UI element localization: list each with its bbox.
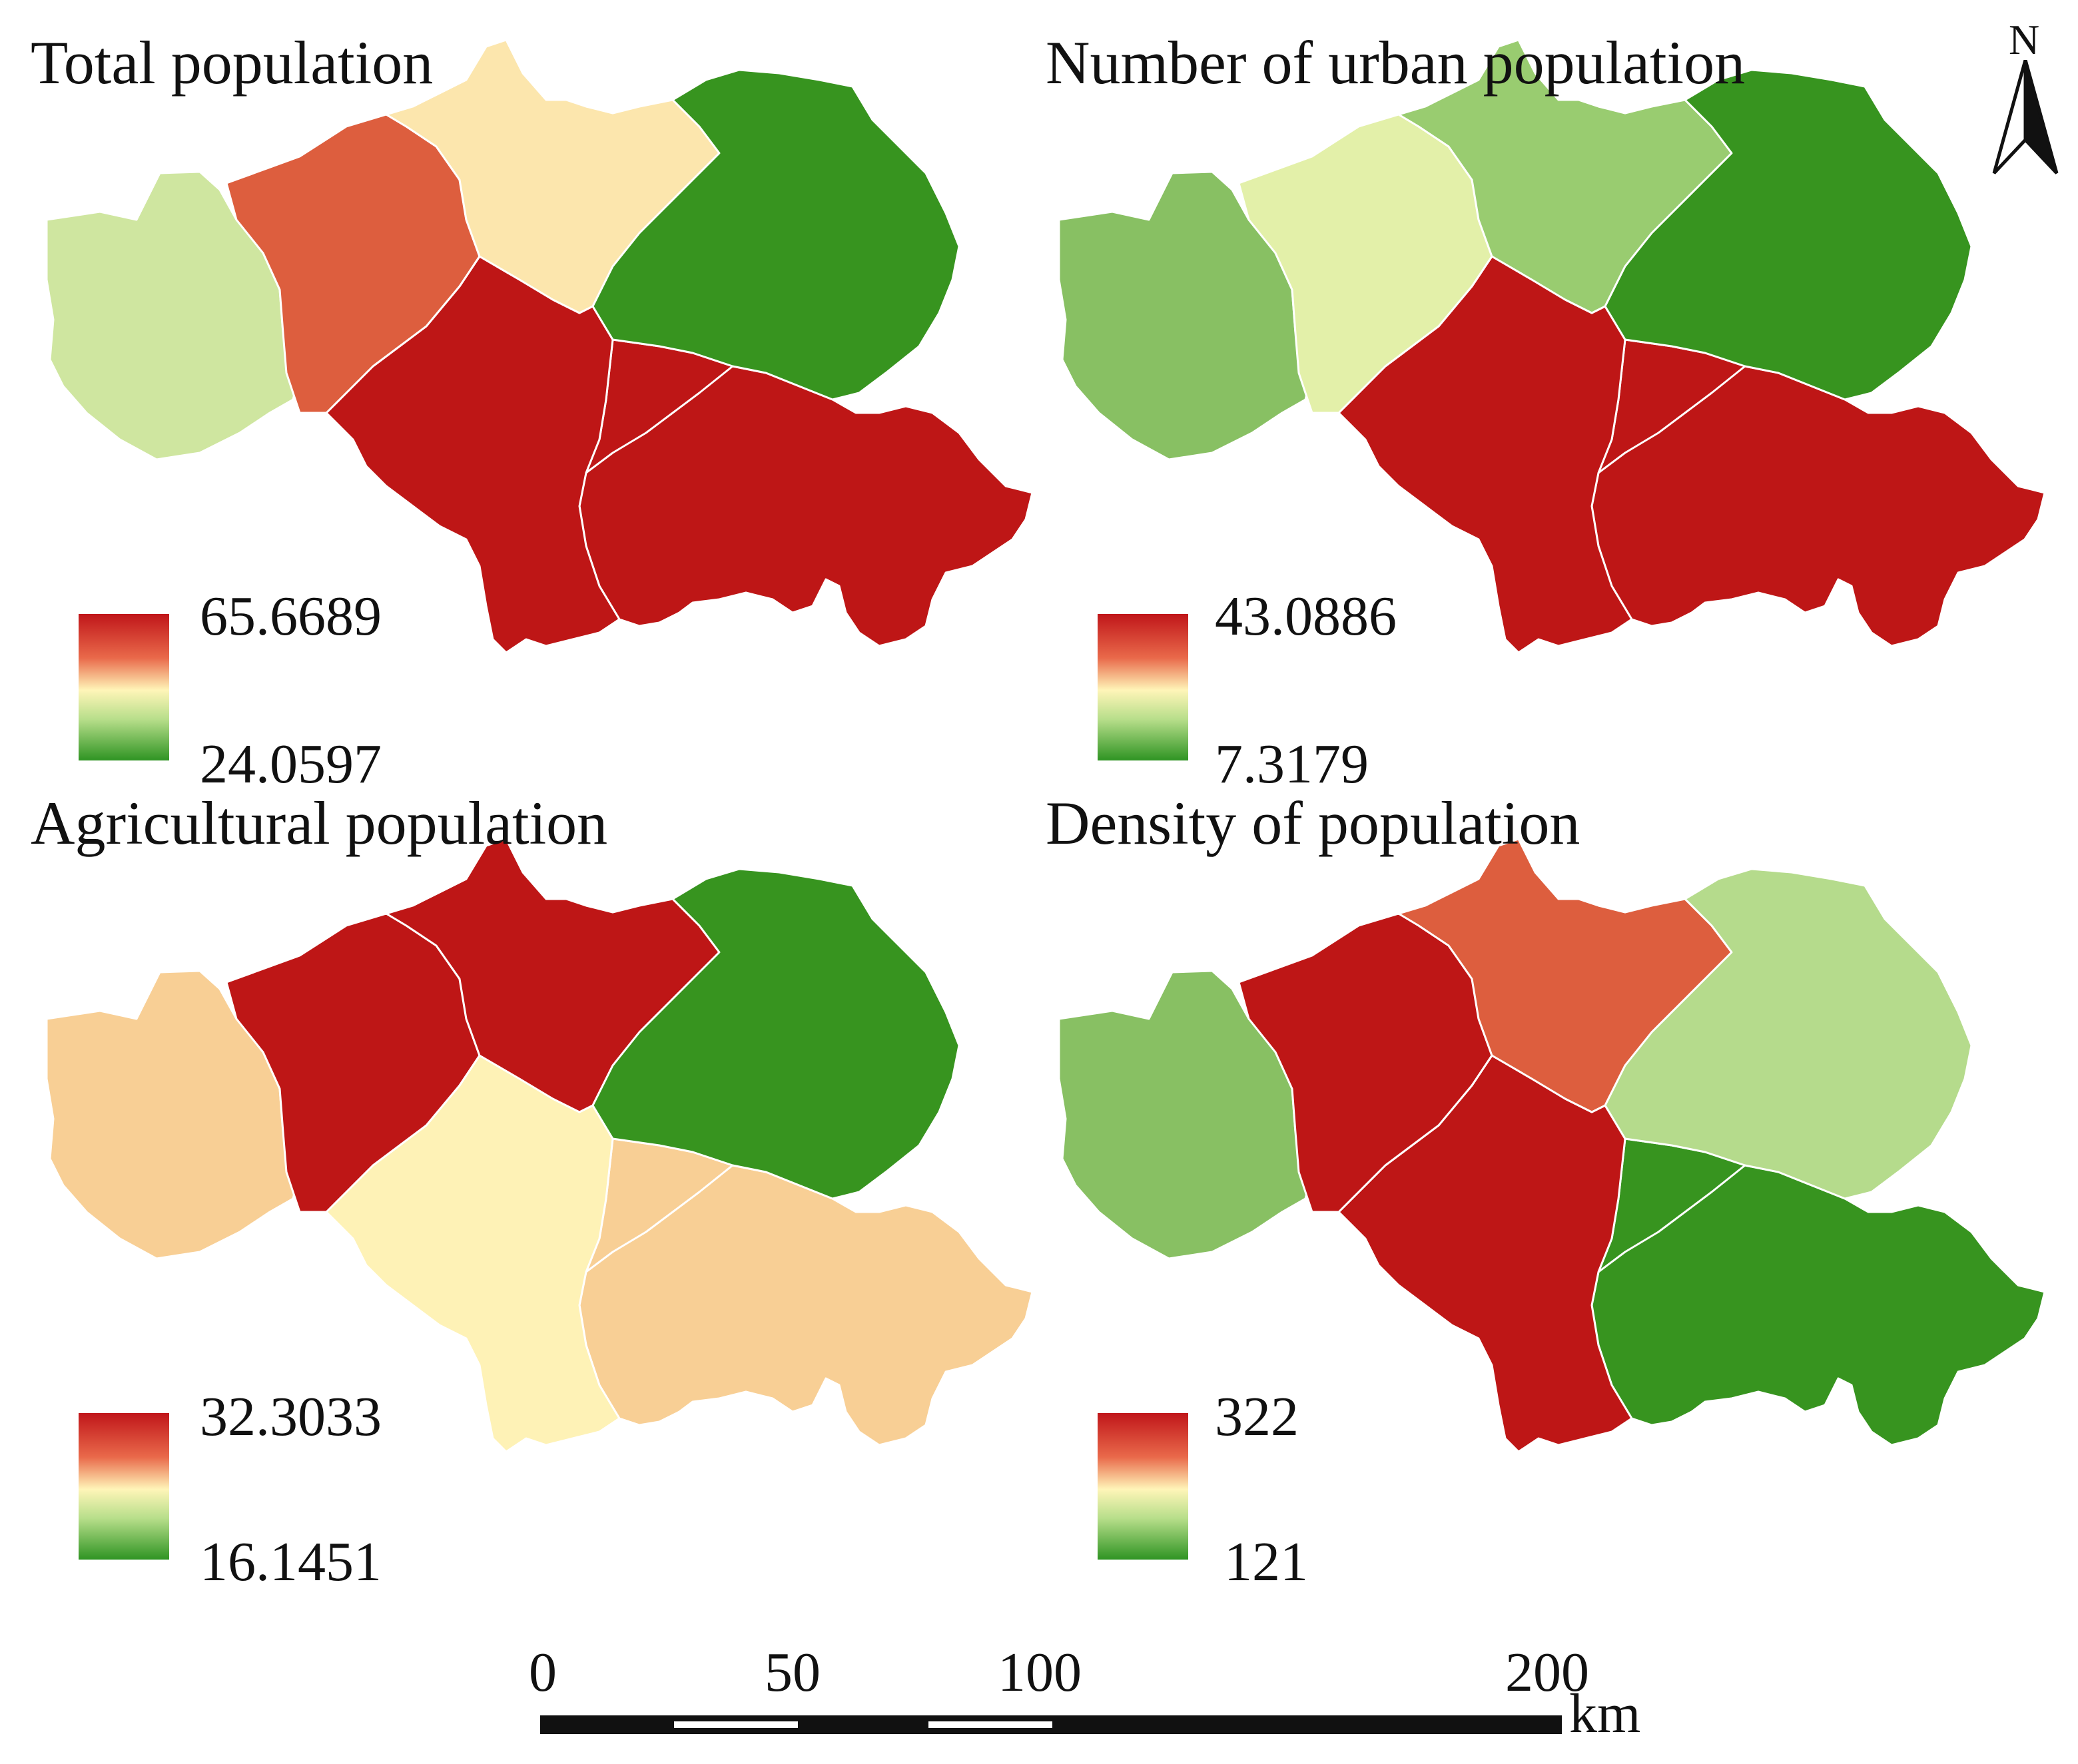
scale-tick-100: 100: [998, 1641, 1082, 1703]
map-region-west-central: [1237, 912, 1493, 1213]
legend-bar-agricultural: [79, 1413, 169, 1560]
map-panel-4: [1058, 838, 2046, 1453]
scale-unit: km: [1569, 1683, 1641, 1745]
north-label: N: [2009, 16, 2040, 63]
legend-bar-total: [79, 614, 169, 760]
map-region-west-central: [225, 912, 481, 1213]
legend-max-urban: 43.0886: [1215, 585, 1397, 647]
legend-max-total: 65.6689: [200, 585, 382, 647]
scale-tick-50: 50: [765, 1641, 821, 1703]
legend-bar-urban: [1098, 614, 1188, 760]
legend-max-agricultural: 32.3033: [200, 1386, 382, 1448]
legend-min-urban: 7.3179: [1215, 733, 1369, 795]
scale-tick-200: 200: [1505, 1641, 1589, 1703]
map-region-northeast: [591, 868, 960, 1200]
legend-bar-density: [1098, 1413, 1188, 1560]
map-panel-1: [45, 39, 1034, 654]
legend-min-density: 121: [1224, 1531, 1308, 1593]
title-agricultural-population: Agricultural population: [31, 789, 608, 857]
legend-min-total: 24.0597: [200, 733, 382, 795]
map-region-west: [1058, 970, 1313, 1260]
map-region-west-central: [1237, 113, 1493, 414]
scale-segment-white-1: [674, 1721, 798, 1728]
scale-bar: [540, 1715, 1562, 1734]
legend-max-density: 322: [1215, 1386, 1299, 1448]
title-density-population: Density of population: [1046, 789, 1580, 857]
map-region-northeast: [591, 69, 960, 401]
title-urban-population: Number of urban population: [1046, 29, 1746, 97]
scale-tick-0: 0: [529, 1641, 557, 1703]
map-region-west: [45, 970, 301, 1260]
title-total-population: Total population: [31, 29, 434, 97]
map-region-west: [45, 170, 301, 461]
north-arrow-icon: [1992, 60, 2059, 174]
scale-segment-white-2: [928, 1721, 1052, 1728]
map-region-west: [1058, 170, 1313, 461]
map-region-northeast: [1604, 69, 1973, 401]
map-region-west-central: [225, 113, 481, 414]
map-region-northeast: [1604, 868, 1973, 1200]
legend-min-agricultural: 16.1451: [200, 1531, 382, 1593]
map-panel-2: [1058, 39, 2046, 654]
map-panel-3: [45, 838, 1034, 1453]
